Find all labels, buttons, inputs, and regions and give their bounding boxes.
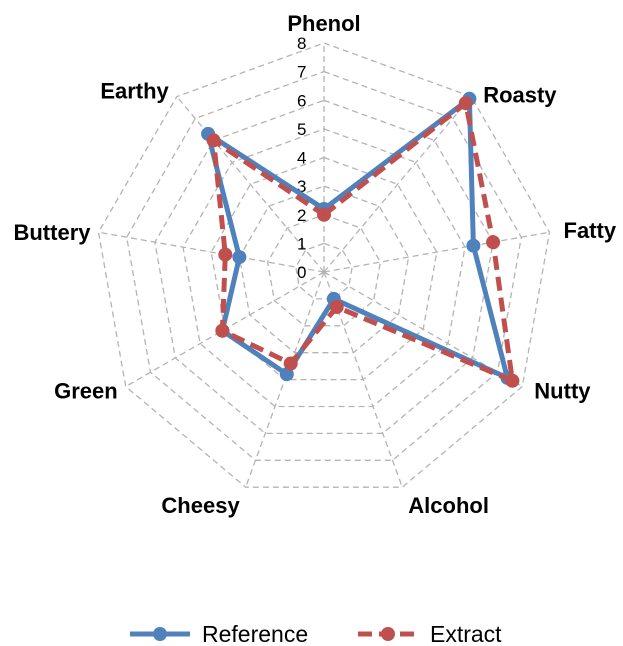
grid-spoke	[98, 231, 325, 273]
legend-item-extract: Extract	[358, 621, 502, 646]
series-layer	[201, 91, 520, 388]
legend-label-extract: Extract	[430, 621, 502, 646]
data-point-reference-buttery	[232, 250, 247, 265]
grid-ring	[126, 70, 522, 461]
grid-ring	[210, 156, 438, 381]
axis-label-phenol: Phenol	[287, 11, 360, 36]
series-reference	[201, 91, 515, 385]
axis-label-fatty: Fatty	[564, 218, 617, 243]
grid-ring	[266, 214, 382, 327]
axis-label-green: Green	[54, 379, 118, 404]
series-line-reference	[205, 96, 510, 381]
series-extract	[206, 96, 520, 388]
axis-label-buttery: Buttery	[13, 220, 91, 245]
radial-tick-label: 3	[297, 177, 306, 196]
radial-tick-label: 7	[297, 63, 306, 82]
axis-label-cheesy: Cheesy	[161, 493, 240, 518]
radial-tick-labels: 0 1 2 3 4 5 6 7 8	[297, 34, 306, 282]
series-line-extract	[211, 100, 515, 384]
radar-grid	[97, 42, 551, 488]
radial-tick-label: 1	[297, 234, 306, 253]
axis-label-nutty: Nutty	[534, 379, 591, 404]
grid-spoke	[323, 96, 472, 273]
legend-marker-extract	[381, 627, 395, 641]
radial-tick-label: 6	[297, 91, 306, 110]
grid-ring	[154, 99, 494, 435]
data-point-extract-earthy	[206, 133, 221, 148]
radial-tick-label: 0	[297, 263, 306, 282]
data-point-extract-green	[215, 323, 230, 338]
data-point-extract-nutty	[505, 373, 520, 388]
radial-tick-label: 5	[297, 120, 306, 139]
axis-labels: Phenol Roasty Fatty Nutty Alcohol Cheesy Green…	[13, 11, 616, 518]
grid-spoke	[323, 231, 550, 273]
radial-tick-label: 4	[297, 149, 306, 168]
legend-marker-reference	[153, 627, 167, 641]
grid-spoke	[176, 96, 325, 273]
legend-item-reference: Reference	[130, 621, 308, 646]
legend: Reference Extract	[130, 621, 502, 646]
legend-label-reference: Reference	[202, 621, 308, 646]
data-point-extract-fatty	[486, 235, 501, 250]
grid-ring	[182, 128, 466, 408]
grid-ring	[97, 42, 551, 488]
axis-label-alcohol: Alcohol	[408, 493, 489, 518]
radial-tick-label: 2	[297, 206, 306, 225]
data-point-extract-roasty	[458, 96, 473, 111]
grid-ring	[238, 185, 410, 354]
data-point-reference-cheesy	[279, 367, 294, 382]
data-point-extract-phenol	[317, 207, 331, 222]
data-point-extract-buttery	[218, 247, 233, 262]
data-point-extract-alcohol	[329, 300, 344, 314]
axis-label-earthy: Earthy	[100, 79, 169, 104]
data-point-reference-fatty	[466, 238, 481, 253]
data-point-extract-cheesy	[283, 356, 298, 371]
grid-spoke	[323, 271, 403, 488]
radial-tick-label: 8	[297, 34, 306, 53]
axis-label-roasty: Roasty	[483, 83, 557, 108]
